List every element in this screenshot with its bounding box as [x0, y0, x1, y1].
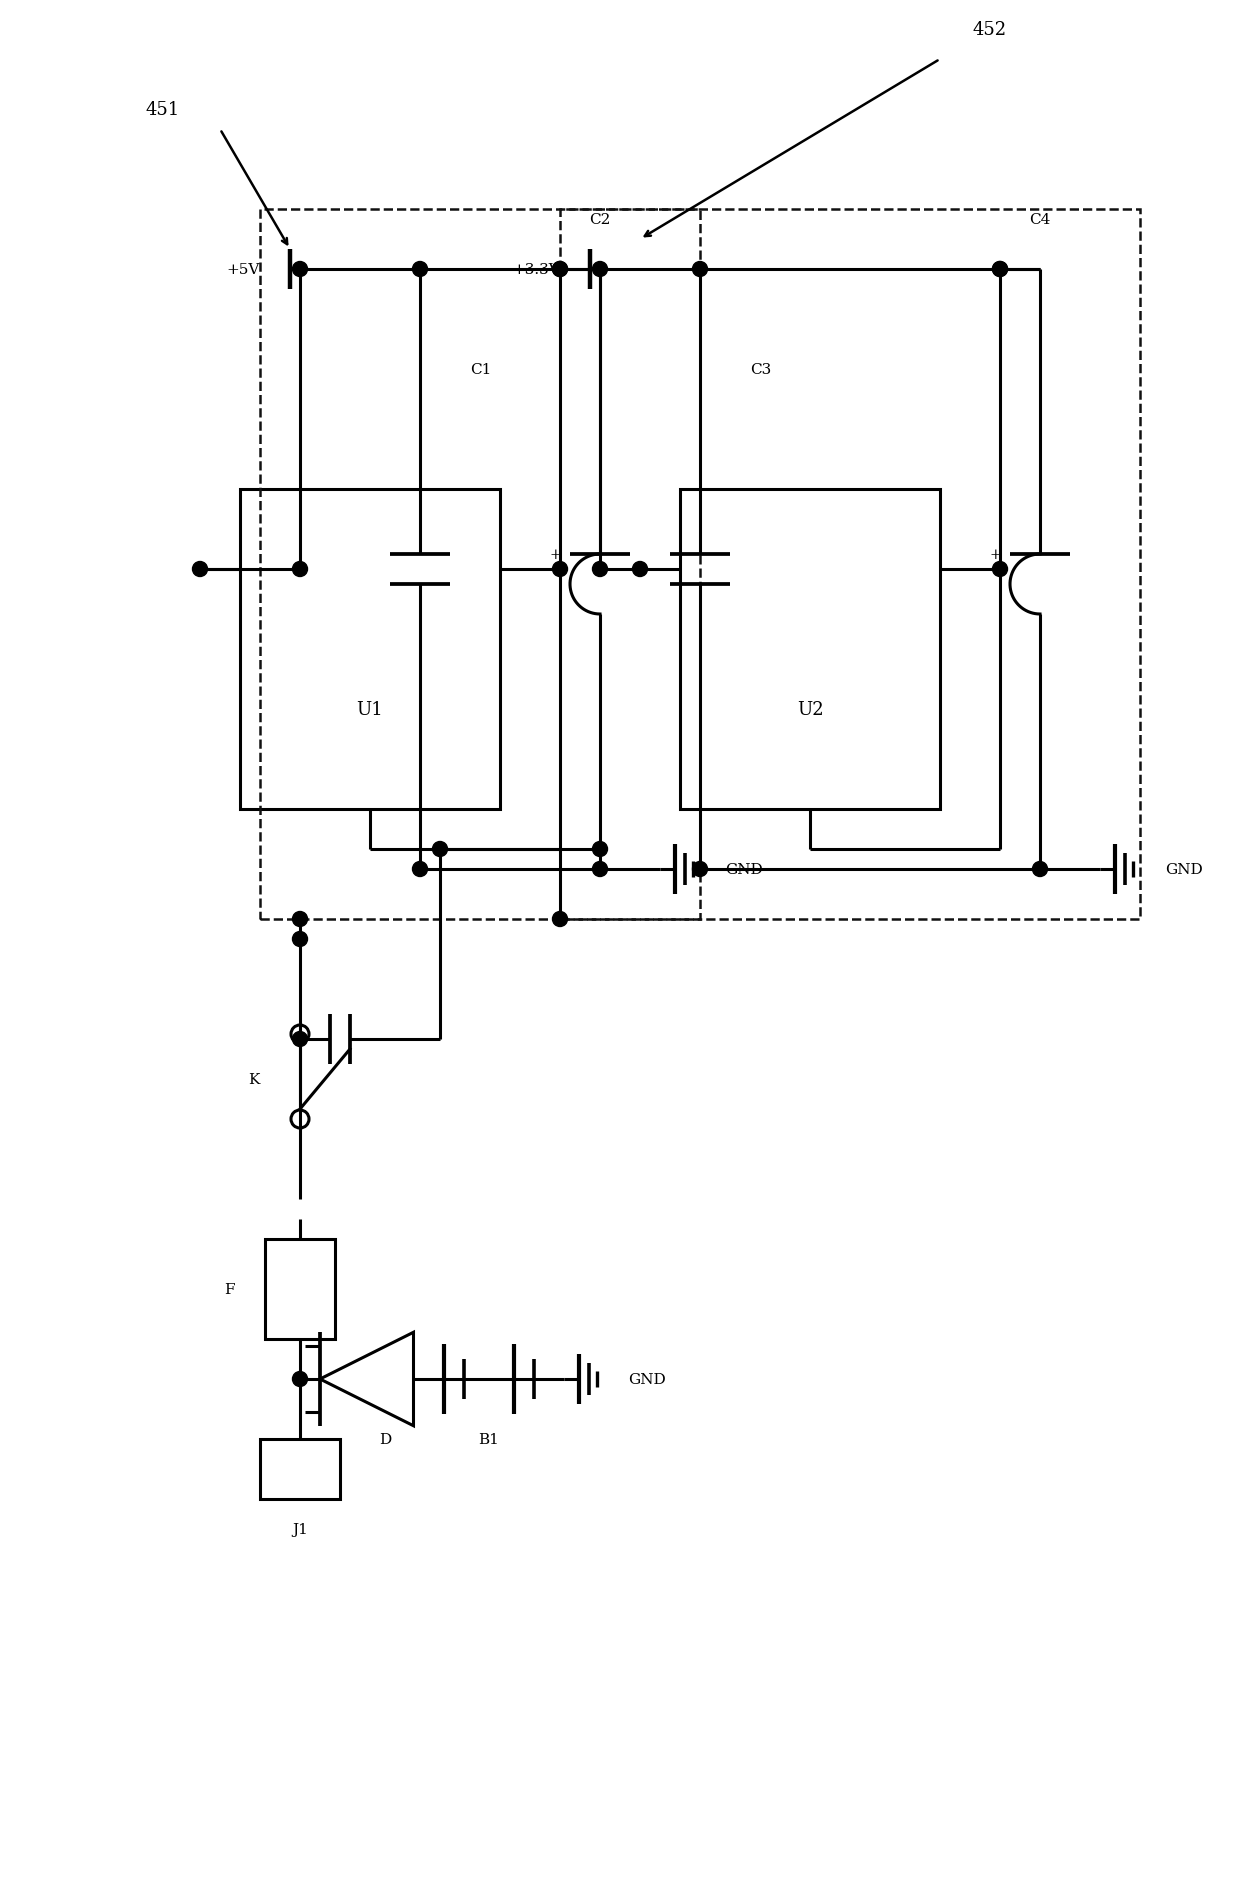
- Circle shape: [293, 912, 308, 927]
- Bar: [260, 1439, 340, 1500]
- Circle shape: [553, 263, 568, 278]
- Circle shape: [293, 563, 308, 578]
- Circle shape: [593, 563, 608, 578]
- Text: U2: U2: [796, 701, 823, 718]
- Circle shape: [293, 931, 308, 946]
- Circle shape: [293, 1031, 308, 1047]
- Text: GND: GND: [1166, 863, 1203, 876]
- Circle shape: [992, 563, 1008, 578]
- Text: D: D: [379, 1432, 391, 1447]
- Text: +: +: [990, 548, 1001, 561]
- Text: C4: C4: [1029, 213, 1050, 227]
- Circle shape: [553, 563, 568, 578]
- Bar: [560, 210, 1140, 920]
- Text: +5V: +5V: [227, 263, 260, 278]
- Circle shape: [692, 861, 708, 876]
- Text: U1: U1: [357, 701, 383, 718]
- Circle shape: [293, 263, 308, 278]
- Bar: [241, 489, 500, 810]
- Text: C3: C3: [750, 363, 771, 376]
- Text: 452: 452: [973, 21, 1007, 40]
- Circle shape: [632, 563, 647, 578]
- Circle shape: [992, 263, 1008, 278]
- Text: K: K: [249, 1073, 260, 1086]
- Text: C1: C1: [470, 363, 491, 376]
- Circle shape: [433, 842, 448, 858]
- Bar: [260, 210, 701, 920]
- Text: GND: GND: [629, 1371, 666, 1387]
- Text: C2: C2: [589, 213, 610, 227]
- Circle shape: [192, 563, 207, 578]
- Circle shape: [553, 912, 568, 927]
- Circle shape: [692, 263, 708, 278]
- Text: B1: B1: [479, 1432, 498, 1447]
- Text: +: +: [549, 548, 560, 561]
- Circle shape: [553, 263, 568, 278]
- Text: GND: GND: [725, 863, 763, 876]
- Circle shape: [593, 842, 608, 858]
- Circle shape: [992, 263, 1008, 278]
- Circle shape: [1033, 861, 1048, 876]
- Text: 451: 451: [146, 100, 180, 119]
- Text: F: F: [224, 1283, 236, 1296]
- Circle shape: [593, 263, 608, 278]
- Circle shape: [413, 263, 428, 278]
- Circle shape: [413, 861, 428, 876]
- Circle shape: [293, 1371, 308, 1387]
- Text: J1: J1: [293, 1523, 308, 1536]
- Circle shape: [593, 861, 608, 876]
- Text: +3.3V: +3.3V: [512, 263, 560, 278]
- Bar: [265, 1239, 335, 1339]
- Bar: [680, 489, 940, 810]
